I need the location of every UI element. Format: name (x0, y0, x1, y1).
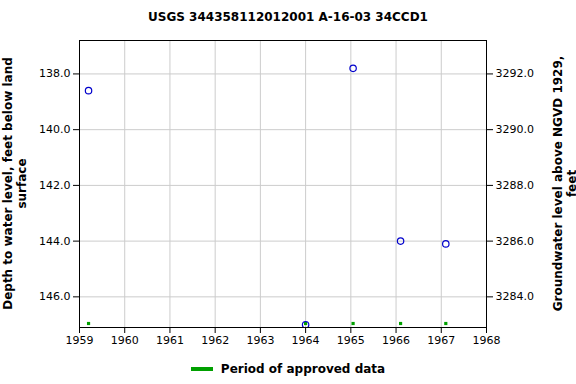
svg-text:1966: 1966 (382, 334, 410, 347)
svg-text:Groundwater level above NGVD 1: Groundwater level above NGVD 1929,feet (551, 56, 576, 312)
html-text:USGS 344358112012001 A-16-03 3: USGS 344358112012001 A-16-03 34CCD1 (148, 10, 428, 24)
svg-text:1964: 1964 (292, 334, 320, 347)
svg-text:1959: 1959 (66, 334, 94, 347)
svg-text:1960: 1960 (111, 334, 139, 347)
svg-text:140.0: 140.0 (39, 123, 71, 136)
svg-text:1963: 1963 (246, 334, 274, 347)
html-text:Period of approved data: Period of approved data (220, 362, 386, 376)
svg-text:3286.0: 3286.0 (496, 235, 535, 248)
svg-text:1967: 1967 (427, 334, 455, 347)
svg-text:1968: 1968 (473, 334, 501, 347)
svg-text:3292.0: 3292.0 (496, 67, 535, 80)
svg-text:144.0: 144.0 (39, 235, 71, 248)
svg-text:138.0: 138.0 (39, 67, 71, 80)
svg-text:1965: 1965 (337, 334, 365, 347)
svg-text:142.0: 142.0 (39, 179, 71, 192)
svg-text:146.0: 146.0 (39, 290, 71, 303)
svg-text:Depth to water level, feet bel: Depth to water level, feet below landsur… (1, 57, 29, 310)
svg-text:3288.0: 3288.0 (496, 179, 535, 192)
svg-text:1962: 1962 (201, 334, 229, 347)
svg-text:3284.0: 3284.0 (496, 290, 535, 303)
svg-text:1961: 1961 (156, 334, 184, 347)
svg-text:3290.0: 3290.0 (496, 123, 535, 136)
